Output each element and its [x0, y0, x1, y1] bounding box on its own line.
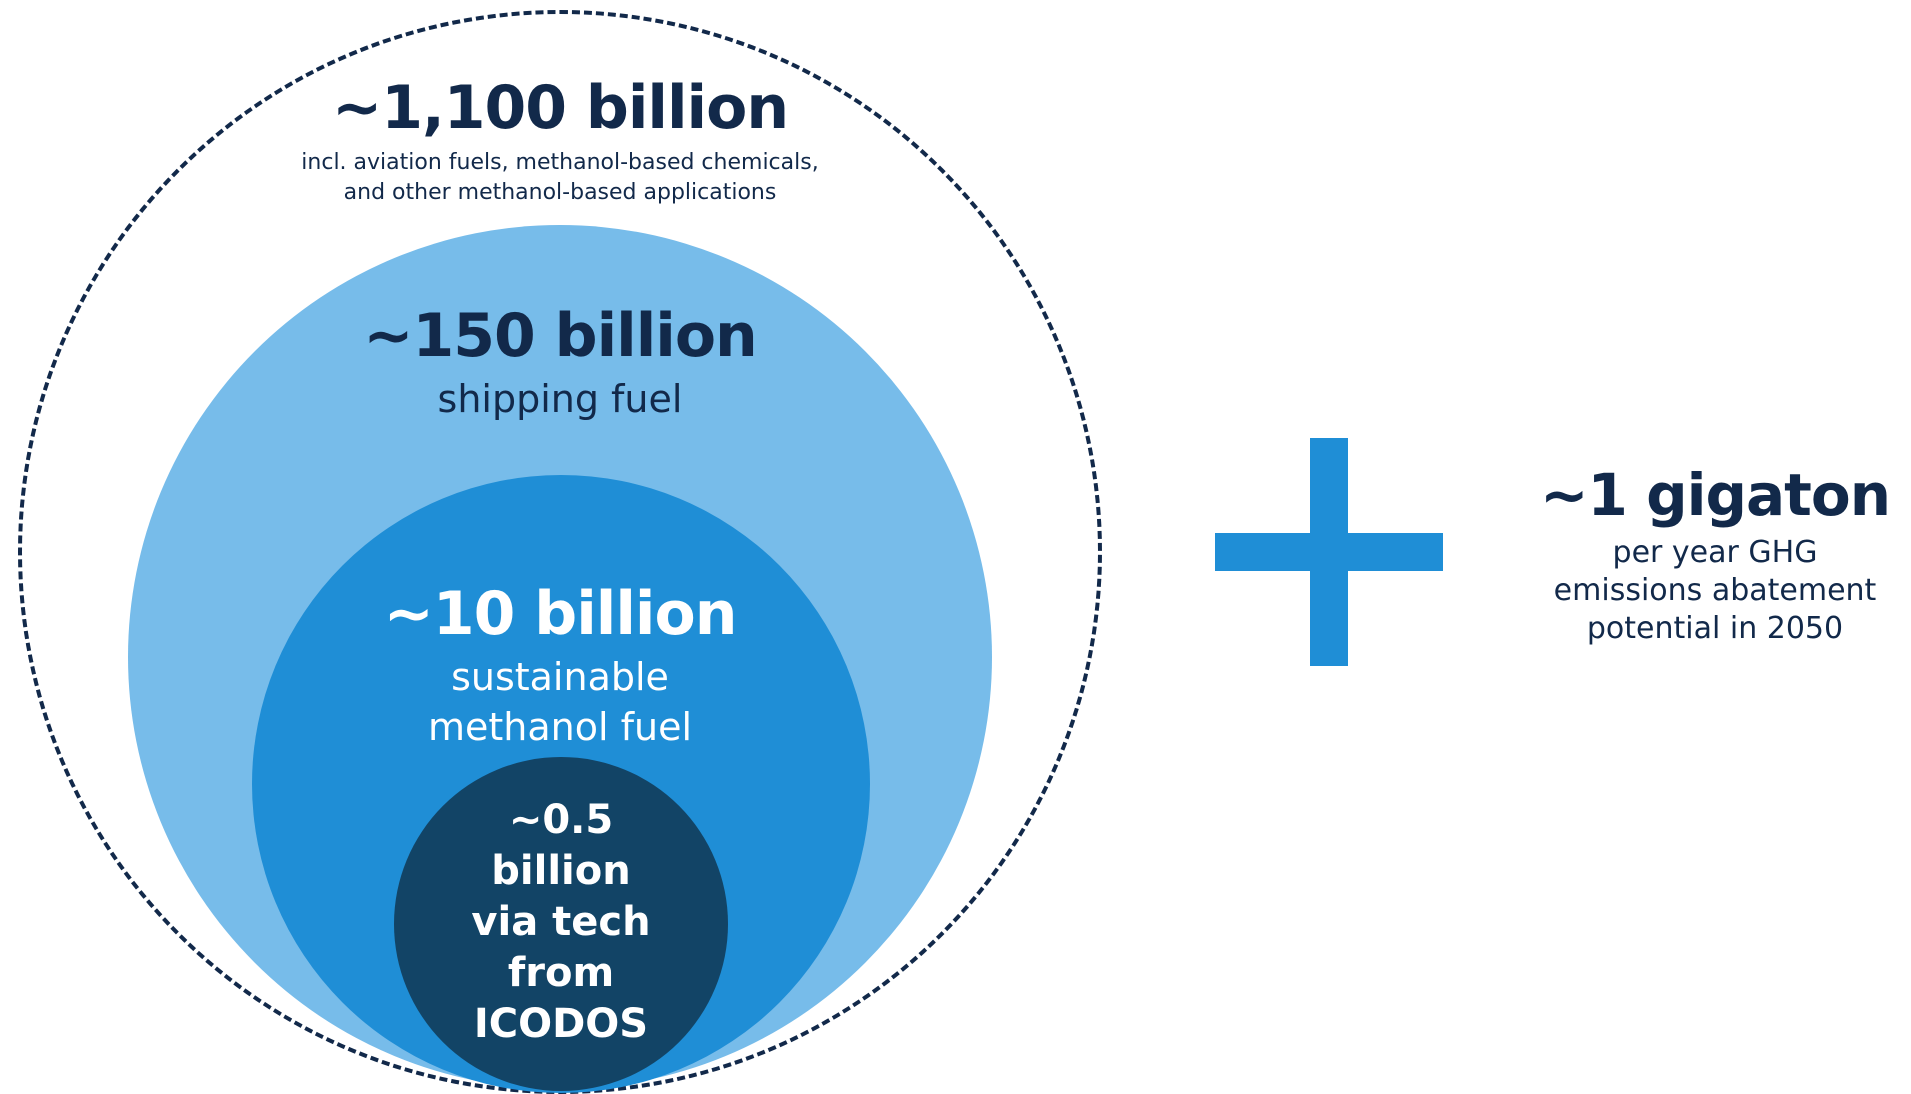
outer-description-line: incl. aviation fuels, methanol-based che…	[301, 150, 819, 175]
icodos-label-line: ICODOS	[473, 1001, 649, 1047]
shipping-value-label: ~150 billion	[363, 301, 758, 371]
outer-description-line: and other methanol-based applications	[343, 180, 777, 205]
outer-value-label: ~1,100 billion	[331, 73, 789, 143]
gigaton-description-line: per year GHG	[1612, 535, 1818, 570]
plus-icon-horizontal-bar	[1215, 533, 1443, 571]
icodos-label-line: from	[507, 950, 615, 996]
methanol-description-line: sustainable	[451, 655, 669, 699]
icodos-label-line: ~0.5	[508, 797, 614, 843]
icodos-circle	[394, 757, 728, 1091]
gigaton-description-line: emissions abatement	[1553, 573, 1877, 608]
gigaton-description-line: potential in 2050	[1586, 611, 1844, 646]
icodos-label-line: billion	[491, 848, 631, 894]
shipping-description: shipping fuel	[437, 377, 683, 421]
gigaton-description: per year GHG emissions abatement potenti…	[1520, 534, 1910, 648]
methanol-value-label: ~10 billion	[383, 579, 738, 649]
outer-description: incl. aviation fuels, methanol-based che…	[220, 148, 900, 208]
gigaton-value-label: ~1 gigaton	[1539, 461, 1891, 529]
methanol-description-line: methanol fuel	[427, 705, 693, 749]
icodos-label-line: via tech	[471, 899, 651, 945]
icodos-label: ~0.5 billion via tech from ICODOS	[420, 795, 702, 1050]
methanol-description: sustainable methanol fuel	[260, 652, 860, 752]
